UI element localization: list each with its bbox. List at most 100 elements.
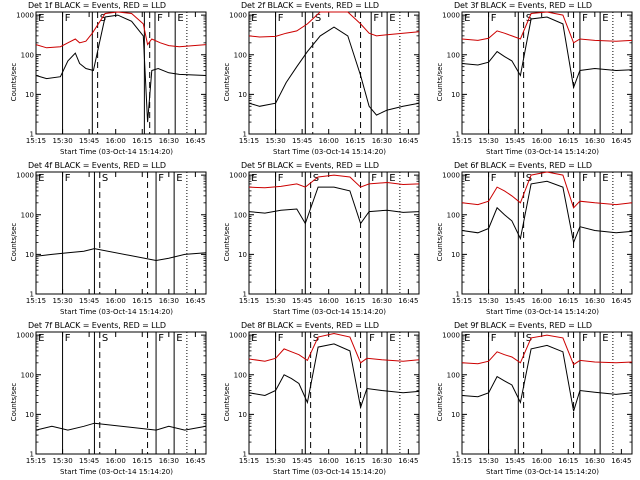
x-tick-label: 16:00 (106, 297, 126, 305)
x-tick-label: 16:15 (132, 297, 152, 305)
y-axis-label: Counts/sec (223, 222, 231, 262)
events-series-line (35, 14, 207, 123)
y-tick-label: 1 (243, 451, 247, 459)
y-axis-label: Counts/sec (223, 62, 231, 102)
x-tick-label: 16:45 (611, 137, 631, 145)
y-tick-label: 1 (30, 291, 34, 299)
events-series-line (461, 180, 633, 245)
interval-label: F (65, 13, 71, 24)
interval-label: E (389, 333, 395, 344)
lld-series-line (461, 11, 633, 44)
lld-series-line (248, 332, 420, 364)
y-tick-label: 100 (234, 371, 247, 379)
x-axis-label: Start Time (03-Oct-14 15:14:20) (273, 308, 386, 316)
x-tick-label: 15:30 (265, 137, 285, 145)
x-tick-label: 16:45 (398, 457, 418, 465)
y-tick-label: 10 (238, 411, 247, 419)
plot-frame (35, 331, 207, 455)
plot-frame (461, 11, 633, 135)
x-tick-label: 16:30 (585, 297, 605, 305)
x-tick-label: 16:00 (319, 137, 339, 145)
events-series-line (248, 26, 420, 116)
interval-label: E (251, 173, 257, 184)
x-tick-label: 16:15 (558, 297, 578, 305)
x-tick-label: 15:15 (26, 457, 46, 465)
interval-label: E (464, 173, 470, 184)
x-tick-label: 16:00 (532, 297, 552, 305)
x-tick-label: 16:00 (106, 457, 126, 465)
panel-title: Det 7f BLACK = Events, RED = LLD (28, 321, 166, 330)
detector-panel: 1 10 100 1000 15:15 15:30 15:45 16:00 16:15 16:30… (213, 320, 426, 480)
y-tick-label: 100 (447, 51, 460, 59)
y-tick-label: 1000 (442, 12, 460, 20)
x-axis-label: Start Time (03-Oct-14 15:14:20) (486, 148, 599, 156)
x-tick-label: 15:45 (505, 297, 525, 305)
x-axis-label: Start Time (03-Oct-14 15:14:20) (486, 468, 599, 476)
interval-label: E (38, 333, 44, 344)
y-tick-label: 1 (243, 291, 247, 299)
y-tick-label: 1000 (16, 332, 34, 340)
detector-panel: 1 10 100 1000 15:15 15:30 15:45 16:00 16:15 16:30… (0, 160, 213, 320)
x-tick-label: 16:30 (585, 137, 605, 145)
interval-label: F (491, 173, 497, 184)
y-tick-label: 100 (234, 211, 247, 219)
y-tick-label: 10 (25, 91, 34, 99)
interval-label: S (526, 173, 532, 184)
y-tick-label: 100 (447, 211, 460, 219)
x-tick-label: 15:30 (478, 297, 498, 305)
x-tick-label: 16:45 (185, 457, 205, 465)
detector-panel: 1 10 100 1000 15:15 15:30 15:45 16:00 16:15 16:30… (0, 320, 213, 480)
detector-chart: 1 10 100 1000 15:15 15:30 15:45 16:00 16:15 16:30… (442, 171, 633, 305)
x-tick-label: 16:15 (132, 137, 152, 145)
interval-label: F (65, 173, 71, 184)
y-axis-label: Counts/sec (223, 382, 231, 422)
interval-label: E (389, 13, 395, 24)
y-tick-label: 1000 (229, 172, 247, 180)
events-series-line (248, 186, 420, 225)
detector-chart: 1 10 100 1000 15:15 15:30 15:45 16:00 16:15 16:30… (16, 11, 207, 145)
y-tick-label: 10 (238, 91, 247, 99)
x-tick-label: 16:30 (585, 457, 605, 465)
y-tick-label: 10 (451, 251, 460, 259)
x-tick-label: 16:00 (532, 457, 552, 465)
y-axis-label: Counts/sec (436, 222, 444, 262)
x-tick-label: 15:30 (265, 457, 285, 465)
x-tick-label: 16:30 (159, 297, 179, 305)
x-tick-label: 16:00 (532, 137, 552, 145)
events-series-line (35, 248, 207, 262)
x-axis-label: Start Time (03-Oct-14 15:14:20) (60, 308, 173, 316)
x-tick-label: 15:15 (26, 297, 46, 305)
x-tick-label: 16:15 (558, 137, 578, 145)
panel-title: Det 4f BLACK = Events, RED = LLD (28, 161, 166, 170)
y-tick-label: 1000 (442, 172, 460, 180)
x-axis-label: Start Time (03-Oct-14 15:14:20) (60, 148, 173, 156)
y-tick-label: 1 (456, 451, 460, 459)
y-axis-label: Counts/sec (436, 62, 444, 102)
y-tick-label: 1 (30, 451, 34, 459)
x-tick-label: 15:30 (52, 457, 72, 465)
interval-label: E (176, 173, 182, 184)
x-tick-label: 16:15 (345, 137, 365, 145)
x-tick-label: 15:15 (26, 137, 46, 145)
x-tick-label: 16:45 (611, 457, 631, 465)
x-axis-label: Start Time (03-Oct-14 15:14:20) (273, 468, 386, 476)
panel-title: Det 1f BLACK = Events, RED = LLD (28, 1, 166, 10)
y-tick-label: 1000 (229, 12, 247, 20)
x-tick-label: 15:45 (79, 457, 99, 465)
lld-series-line (248, 174, 420, 189)
x-axis-label: Start Time (03-Oct-14 15:14:20) (60, 468, 173, 476)
detector-chart: 1 10 100 1000 15:15 15:30 15:45 16:00 16:15 16:30… (229, 171, 420, 305)
x-tick-label: 15:15 (239, 297, 259, 305)
interval-label: F (491, 13, 497, 24)
panel-title: Det 9f BLACK = Events, RED = LLD (454, 321, 592, 330)
panel-title: Det 6f BLACK = Events, RED = LLD (454, 161, 592, 170)
detector-chart: 1 10 100 1000 15:15 15:30 15:45 16:00 16:15 16:30… (442, 11, 633, 145)
interval-label: E (602, 13, 608, 24)
x-tick-label: 15:30 (52, 137, 72, 145)
x-tick-label: 16:00 (319, 457, 339, 465)
x-tick-label: 16:15 (558, 457, 578, 465)
lld-series-line (461, 334, 633, 366)
events-series-line (248, 343, 420, 410)
panel-title: Det 3f BLACK = Events, RED = LLD (454, 1, 592, 10)
detector-panel: 1 10 100 1000 15:15 15:30 15:45 16:00 16:15 16:30… (426, 320, 639, 480)
